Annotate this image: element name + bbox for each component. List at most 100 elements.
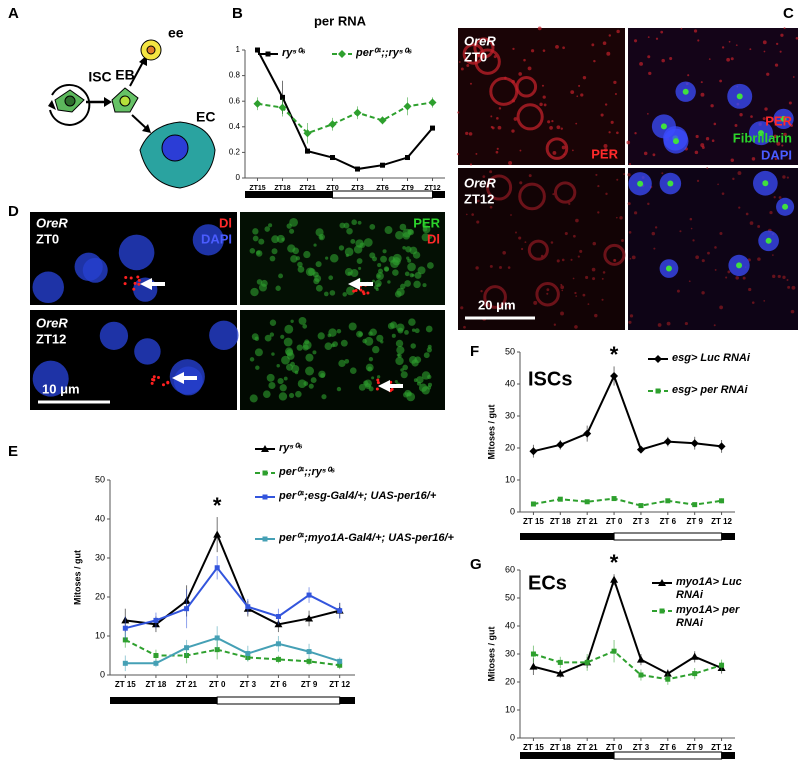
speckle	[290, 361, 295, 367]
speckle	[364, 336, 374, 346]
speckle	[289, 228, 295, 234]
nucleolus	[782, 203, 789, 210]
y-axis-label: Mitoses / gut	[72, 550, 82, 605]
speckle	[574, 325, 578, 329]
data-point	[636, 655, 645, 663]
speckle	[601, 277, 604, 280]
speckle	[507, 266, 511, 269]
arrow	[348, 278, 373, 290]
speckle	[654, 226, 658, 229]
speckle	[608, 131, 611, 134]
speckle	[561, 258, 565, 262]
speckle	[783, 27, 786, 30]
speckle	[152, 378, 156, 382]
micrograph-label: Dl	[427, 231, 440, 246]
speckle	[468, 132, 473, 136]
speckle	[396, 345, 405, 355]
speckle	[730, 57, 734, 61]
speckle	[399, 223, 407, 231]
x-tick-label: ZT 21	[176, 680, 197, 689]
speckle	[308, 383, 314, 389]
speckle	[591, 43, 595, 47]
data-point	[303, 129, 312, 138]
speckle	[280, 334, 285, 339]
dark-phase	[245, 191, 333, 198]
nucleus	[161, 134, 189, 162]
speckle	[389, 321, 398, 329]
speckle	[616, 178, 619, 181]
speckle	[634, 211, 638, 215]
speckle	[560, 311, 564, 316]
nucleolus	[765, 237, 772, 244]
y-tick-label: 20	[505, 442, 515, 452]
light-phase	[332, 190, 433, 199]
data-point	[584, 659, 590, 665]
speckle	[317, 332, 325, 340]
legend-entry: esg> Luc RNAi	[672, 352, 750, 364]
data-point	[255, 47, 260, 53]
legend-entry: per⁰¹;esg-Gal4/+; UAS-per16/+	[279, 490, 436, 502]
data-point	[717, 442, 726, 451]
speckle	[336, 328, 342, 334]
legend-label: per⁰¹;;ry⁵⁰⁶	[279, 466, 336, 478]
speckle	[623, 173, 626, 175]
speckle	[416, 381, 421, 386]
x-tick-label: ZT9	[401, 185, 414, 192]
speckle	[738, 206, 741, 209]
chart-title: ECs	[528, 572, 567, 594]
x-tick-label: ZT 6	[660, 517, 677, 526]
speckle	[661, 58, 665, 63]
data-point	[611, 648, 617, 654]
nucleus	[209, 320, 239, 350]
speckle	[592, 277, 596, 281]
speckle	[290, 255, 298, 263]
speckle	[363, 238, 373, 247]
speckle	[376, 334, 384, 342]
speckle	[342, 292, 347, 297]
data-point	[611, 496, 617, 502]
speckle	[579, 249, 583, 253]
speckle	[580, 93, 584, 97]
speckle	[278, 273, 284, 279]
nucleus	[146, 45, 156, 55]
speckle	[553, 323, 556, 326]
speckle	[778, 196, 782, 199]
speckle	[700, 92, 705, 97]
speckle	[542, 49, 546, 52]
speckle	[137, 278, 141, 282]
speckle	[786, 279, 789, 281]
speckle	[421, 386, 430, 395]
speckle	[133, 281, 137, 285]
speckle	[574, 291, 577, 295]
speckle	[368, 357, 374, 362]
nucleolus	[660, 123, 667, 130]
speckle	[555, 44, 559, 49]
lineage-diagram: ISC EB ee EC	[48, 25, 216, 189]
speckle	[469, 163, 473, 166]
speckle	[546, 288, 550, 292]
speckle	[150, 381, 154, 385]
speckle	[328, 328, 337, 337]
speckle	[315, 284, 323, 292]
speckle	[376, 378, 380, 382]
data-point	[122, 660, 128, 666]
data-point	[584, 499, 590, 505]
speckle	[350, 269, 359, 278]
speckle	[347, 271, 352, 276]
speckle	[286, 352, 295, 360]
speckle	[411, 359, 419, 367]
speckle	[519, 181, 523, 185]
speckle	[657, 323, 662, 327]
speckle	[773, 134, 777, 138]
speckle	[575, 295, 578, 297]
speckle	[757, 225, 761, 228]
micrograph-label: PER	[765, 113, 792, 128]
speckle	[701, 291, 705, 295]
speckle	[688, 280, 691, 283]
panel-label: F	[470, 343, 479, 360]
micrograph-label: ZT0	[464, 49, 487, 64]
data-point	[280, 94, 285, 100]
speckle	[732, 177, 735, 181]
speckle	[728, 40, 731, 43]
speckle	[357, 220, 362, 225]
